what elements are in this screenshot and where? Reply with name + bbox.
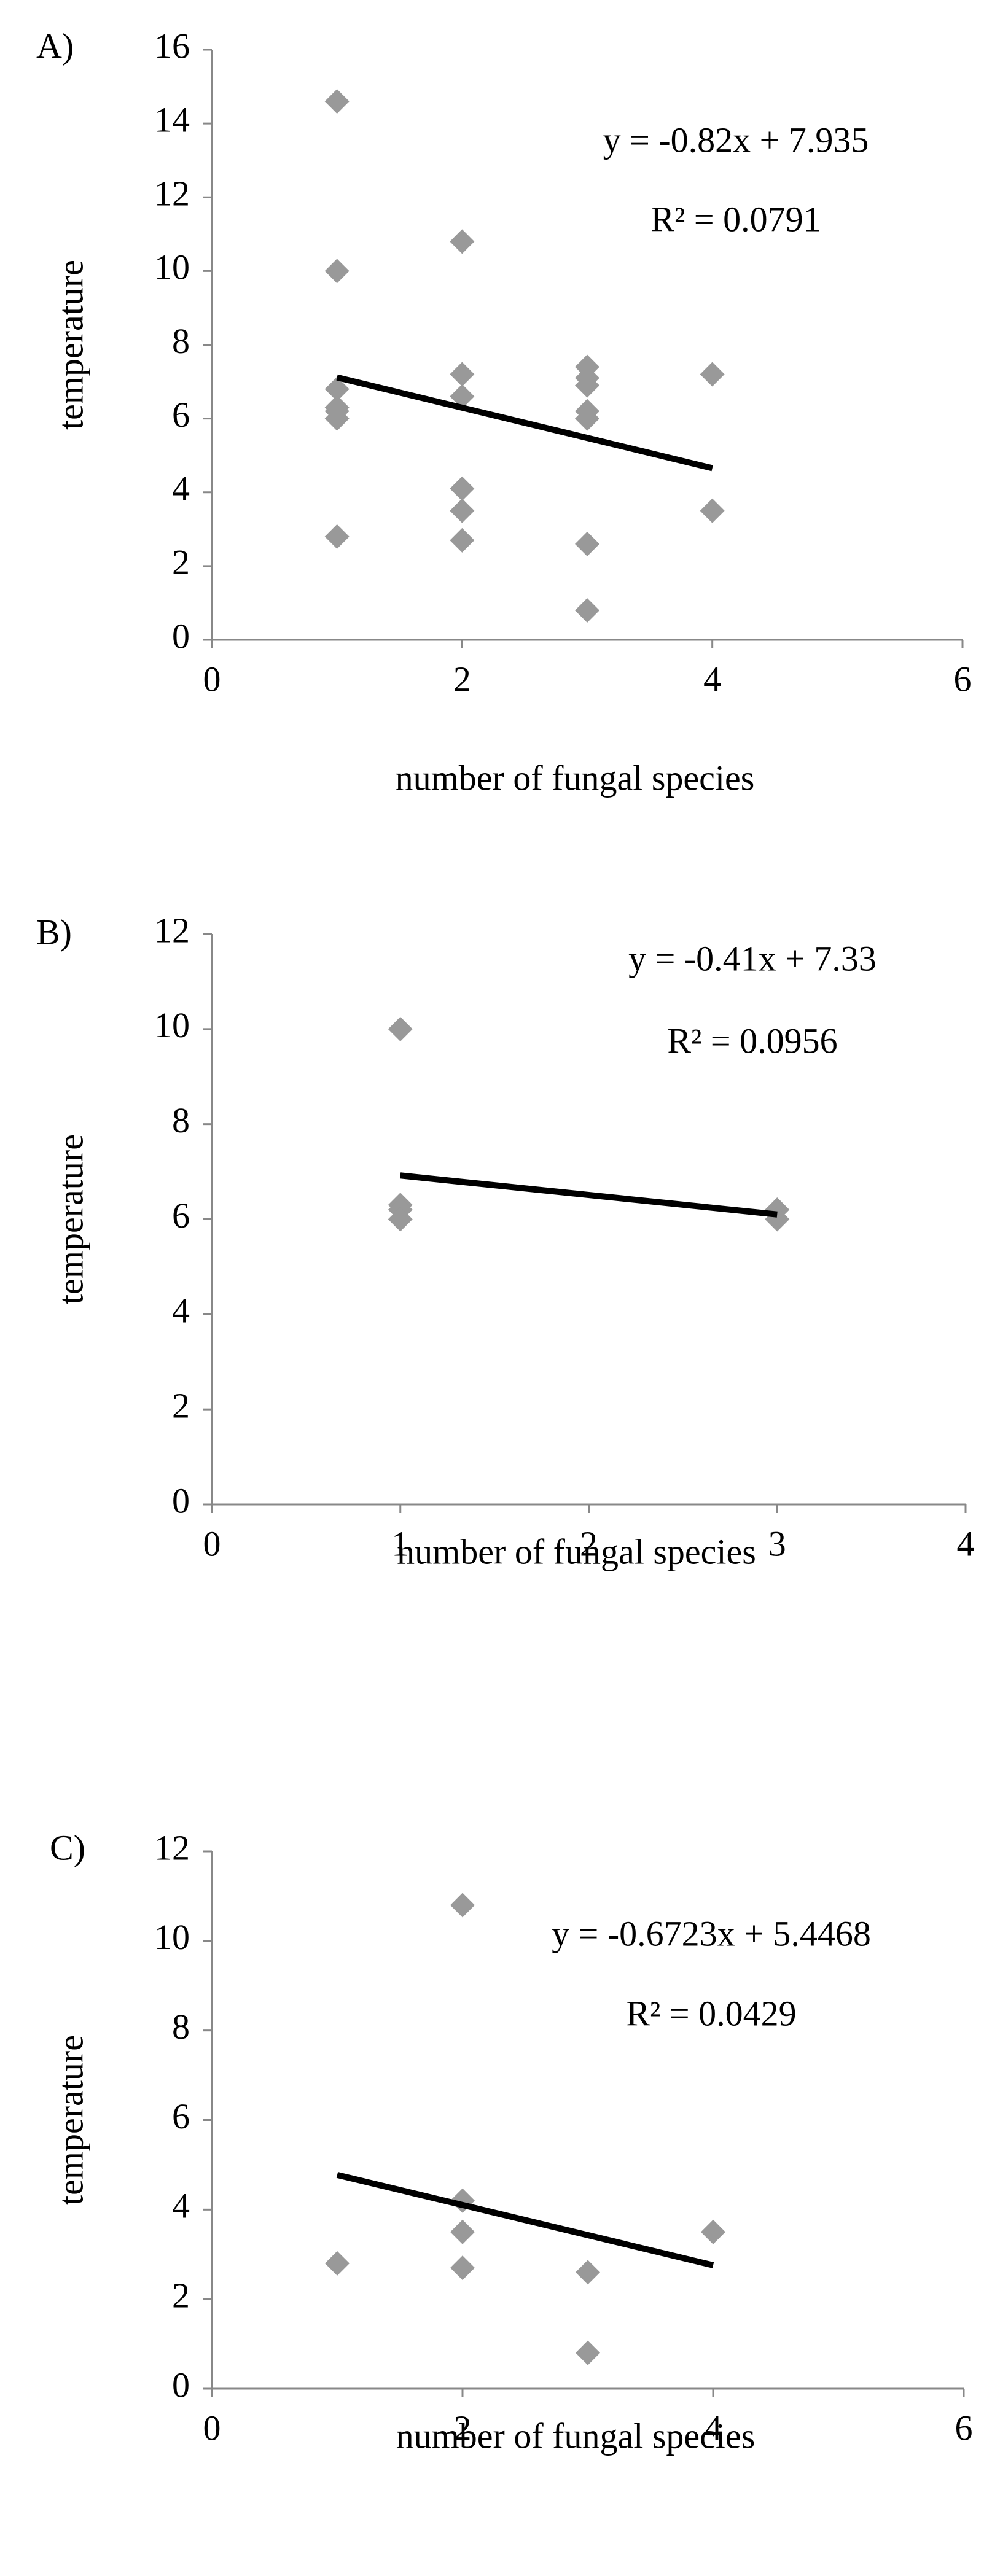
x-tick-label: 0	[203, 659, 221, 699]
y-tick-label: 2	[172, 1385, 190, 1425]
y-tick-label: 10	[154, 247, 190, 287]
x-tick-label: 2	[454, 2408, 472, 2448]
y-tick-label: 12	[154, 910, 190, 950]
x-tick-label: 2	[580, 1523, 598, 1563]
x-tick-label: 0	[203, 1523, 221, 1563]
point	[575, 373, 599, 398]
y-tick-label: 4	[172, 2186, 190, 2226]
x-tick-label: 4	[957, 1523, 975, 1563]
x-axis-label: number of fungal species	[396, 2416, 756, 2456]
point	[450, 476, 475, 501]
y-tick-label: 10	[154, 1917, 190, 1957]
x-tick-label: 2	[453, 659, 471, 699]
point	[388, 1207, 413, 1232]
point	[324, 376, 350, 402]
y-tick-label: 10	[154, 1005, 190, 1045]
y-tick-label: 8	[172, 321, 190, 361]
equation: y = -0.41x + 7.33	[628, 938, 877, 978]
y-tick-label: 4	[172, 469, 190, 508]
y-tick-label: 2	[172, 542, 190, 582]
equation: y = -0.6723x + 5.4468	[552, 1913, 871, 1953]
point	[576, 2340, 600, 2365]
point	[388, 1016, 413, 1041]
x-axis-label: number of fungal species	[397, 1531, 756, 1571]
r-squared: R² = 0.0956	[667, 1021, 837, 1060]
point	[576, 2260, 600, 2285]
y-tick-label: 0	[172, 2365, 190, 2405]
x-tick-label: 4	[705, 2408, 722, 2448]
y-axis-label: temperature	[50, 2035, 90, 2205]
y-tick-label: 12	[154, 1827, 190, 1867]
x-tick-label: 3	[768, 1523, 786, 1563]
point	[450, 362, 475, 387]
y-tick-label: 12	[154, 174, 190, 214]
y-tick-label: 6	[172, 1196, 190, 1235]
y-tick-label: 6	[172, 395, 190, 435]
y-tick-label: 4	[172, 1291, 190, 1331]
panel-label: A)	[36, 26, 74, 66]
point	[450, 498, 475, 523]
panel-label: B)	[36, 912, 72, 952]
r-squared: R² = 0.0429	[626, 1993, 796, 2033]
x-tick-label: 6	[954, 659, 972, 699]
y-tick-label: 8	[172, 1100, 190, 1140]
x-axis-label: number of fungal species	[396, 758, 755, 798]
point	[575, 597, 599, 623]
point	[450, 2255, 475, 2281]
point	[575, 406, 599, 431]
x-tick-label: 1	[391, 1523, 409, 1563]
point	[324, 524, 350, 549]
point	[450, 1893, 475, 1918]
y-tick-label: 6	[172, 2096, 190, 2136]
x-tick-label: 4	[703, 659, 721, 699]
point	[324, 89, 350, 114]
y-tick-label: 2	[172, 2275, 190, 2315]
point	[575, 531, 599, 556]
y-axis-label: temperature	[50, 1134, 90, 1304]
trendline	[336, 2171, 714, 2268]
y-tick-label: 8	[172, 2007, 190, 2047]
point	[450, 384, 475, 409]
point	[324, 259, 350, 284]
point	[325, 2251, 350, 2276]
panel-label: C)	[50, 1827, 85, 1867]
point	[700, 362, 725, 387]
y-tick-label: 14	[154, 99, 190, 139]
trendline	[336, 374, 713, 472]
point	[450, 229, 475, 254]
y-tick-label: 0	[172, 616, 190, 656]
trendline	[400, 1172, 778, 1218]
y-axis-label: temperature	[50, 260, 90, 430]
point	[324, 406, 350, 431]
equation: y = -0.82x + 7.935	[603, 120, 869, 160]
r-squared: R² = 0.0791	[650, 199, 821, 239]
y-tick-label: 0	[172, 1481, 190, 1520]
y-tick-label: 16	[154, 26, 190, 66]
point	[450, 527, 475, 553]
point	[701, 2219, 725, 2244]
point	[700, 498, 725, 523]
x-tick-label: 0	[203, 2408, 221, 2448]
x-tick-label: 6	[955, 2408, 973, 2448]
point	[450, 2219, 475, 2244]
